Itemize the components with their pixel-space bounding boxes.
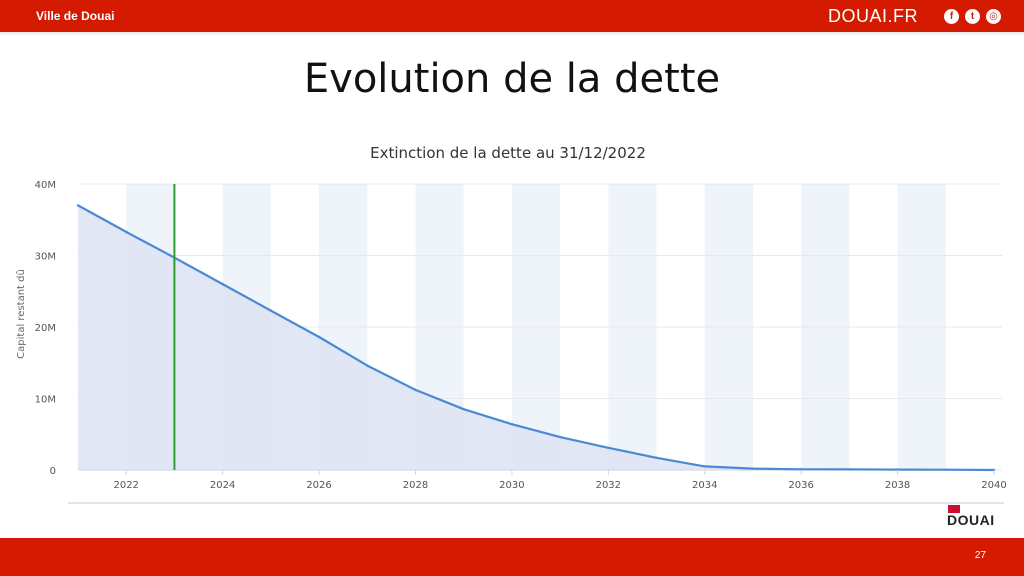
data-point (558, 435, 562, 439)
instagram-icon[interactable]: ◎ (986, 9, 1001, 24)
top-banner: Ville de Douai DOUAI.FR f t ◎ (0, 0, 1024, 32)
x-tick-label: 2030 (499, 480, 524, 491)
data-point (944, 468, 947, 471)
data-point (751, 467, 755, 470)
data-point (125, 230, 128, 234)
series-line (77, 204, 995, 472)
data-point (317, 335, 321, 339)
x-tick-label: 2028 (403, 480, 428, 491)
data-point (221, 282, 224, 286)
y-axis-label: Capital restant dû (15, 269, 27, 359)
y-tick-label: 40M (35, 180, 56, 191)
data-point (269, 309, 273, 312)
header-shadow (0, 32, 1024, 36)
debt-chart: Extinction de la dette au 31/12/2022 Cap… (15, 144, 1007, 491)
data-point (896, 468, 899, 471)
logo-mark-icon (948, 505, 960, 513)
slide-title: Evolution de la dette (303, 56, 721, 102)
x-tick-label: 2026 (306, 480, 331, 491)
x-tick-label: 2032 (596, 480, 621, 491)
twitter-icon[interactable]: t (965, 9, 980, 24)
data-point (366, 364, 369, 367)
data-point (848, 468, 851, 471)
footer-separator (68, 502, 1004, 504)
y-tick-label: 20M (35, 323, 56, 334)
bottom-banner: 27 (0, 538, 1024, 576)
douai-logo: DOUAI (947, 505, 1003, 532)
y-tick-label: 0 (50, 466, 56, 477)
x-tick-label: 2038 (885, 480, 910, 491)
y-tick-label: 30M (35, 252, 56, 263)
data-point (414, 388, 417, 392)
data-point (703, 465, 706, 468)
site-name-link[interactable]: DOUAI.FR (828, 6, 919, 26)
x-tick-label: 2034 (692, 480, 717, 491)
y-tick-label: 10M (35, 395, 56, 406)
x-tick-label: 2036 (788, 480, 813, 491)
page-number: 27 (974, 550, 986, 561)
city-name: Ville de Douai (36, 9, 115, 23)
x-tick-label: 2024 (210, 480, 235, 491)
data-point (655, 456, 658, 460)
data-point (510, 423, 514, 426)
x-tick-label: 2040 (981, 480, 1006, 491)
data-point (76, 204, 80, 207)
data-point (607, 446, 610, 450)
series-area (78, 205, 994, 470)
data-point (462, 408, 465, 411)
chart-title: Extinction de la dette au 31/12/2022 (370, 144, 646, 162)
facebook-icon[interactable]: f (944, 9, 959, 24)
logo-text: DOUAI (947, 512, 995, 528)
x-tick-label: 2022 (113, 480, 138, 491)
data-point (799, 468, 803, 471)
